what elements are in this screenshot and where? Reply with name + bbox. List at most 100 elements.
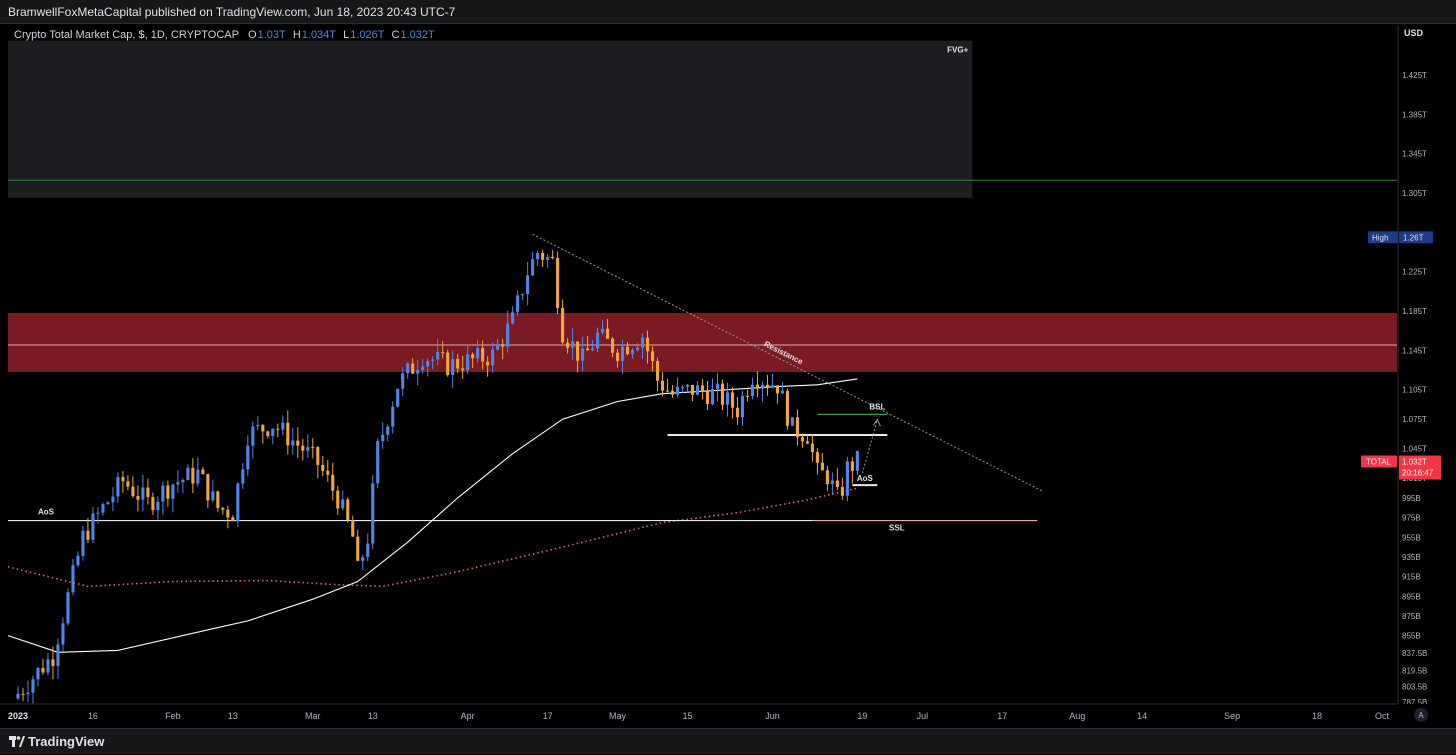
candle-body-2023-02-20 <box>266 431 270 436</box>
chart-area[interactable]: FVG+ AoS SSL BSL AoS Resistance USD 1.425T 1.… <box>0 25 1456 728</box>
candle-body-2023-04-30 <box>611 338 615 353</box>
level-label-bsl-2: BSL <box>869 402 885 411</box>
candle-body-2023-01-23 <box>126 481 130 487</box>
candle-body-2023-06-15 <box>840 486 844 496</box>
level-label-aos-3: AoS <box>857 474 874 483</box>
candle-body-2023-04-28 <box>601 328 605 333</box>
candle-body-2023-04-24 <box>581 348 585 361</box>
candle-body-2023-05-04 <box>631 349 635 355</box>
candle-body-2023-05-15 <box>685 384 690 387</box>
candle-body-2023-04-26 <box>591 348 595 351</box>
candle-body-2023-06-14 <box>835 480 839 487</box>
candle-body-2023-04-22 <box>571 341 575 348</box>
candle-body-2023-01-11 <box>66 592 70 624</box>
projection-arrow-head <box>872 418 881 427</box>
high-value: 1.034T <box>301 29 337 41</box>
time-tick-2023-07-01: Jul <box>917 711 929 721</box>
candle-body-2023-02-26 <box>296 440 300 446</box>
candle-body-2023-01-30 <box>161 485 165 502</box>
time-tick-2023-08-01: Aug <box>1069 711 1085 721</box>
candle-body-2023-01-09 <box>56 644 60 666</box>
low-label: L <box>343 29 350 41</box>
fvg-box <box>8 40 973 198</box>
candle-body-2023-04-23 <box>576 341 580 361</box>
candle-body-2023-02-07 <box>201 469 205 475</box>
last-price-bg <box>1399 455 1441 480</box>
candle-body-2023-03-17 <box>391 406 395 427</box>
candle-body-2023-01-01 <box>16 693 20 699</box>
candle-body-2023-06-05 <box>790 417 794 426</box>
price-tick-955B: 955B <box>1402 533 1421 542</box>
last-price-symbol-bg <box>1361 455 1397 468</box>
time-tick-2023-05-01: May <box>609 711 627 721</box>
candle-body-2023-04-04 <box>481 348 485 362</box>
time-tick-2023-07-17: 17 <box>997 711 1007 721</box>
candle-body-2023-02-11 <box>221 507 225 510</box>
time-tick-2023-09-01: Sep <box>1224 711 1240 721</box>
candle-body-2023-01-31 <box>166 485 170 499</box>
candle-body-2023-03-16 <box>386 426 390 435</box>
time-tick-2023-01-01: 2023 <box>8 711 28 721</box>
candle-body-2023-03-24 <box>426 360 430 367</box>
price-tick-1.045T: 1.045T <box>1402 445 1427 454</box>
candle-body-2023-03-26 <box>436 352 440 360</box>
candle-body-2023-02-14 <box>236 483 240 522</box>
symbol-title: Crypto Total Market Cap, $, 1D, CRYPTOCA… <box>14 29 239 41</box>
time-tick-2023-02-13: 13 <box>228 711 238 721</box>
candle-body-2023-03-03 <box>321 464 325 471</box>
candle-body-2023-03-05 <box>331 474 335 491</box>
auto-scale-button[interactable] <box>1414 708 1428 722</box>
candle-body-2023-01-13 <box>76 555 80 566</box>
publication-header: BramwellFoxMetaCapital published on Trad… <box>0 0 1456 24</box>
candle-body-2023-05-17 <box>695 385 700 395</box>
candle-body-2023-01-15 <box>86 530 90 540</box>
candle-body-2023-05-28 <box>750 384 755 397</box>
time-tick-2023-01-16: 16 <box>88 711 98 721</box>
candle-body-2023-01-22 <box>121 477 125 482</box>
price-tick-895B: 895B <box>1402 592 1421 601</box>
candle-body-2023-04-20 <box>561 308 565 343</box>
price-tick-1.225T: 1.225T <box>1402 268 1427 277</box>
price-tick-1.075T: 1.075T <box>1402 415 1427 424</box>
candle-body-2023-05-19 <box>705 391 710 405</box>
candle-body-2023-01-18 <box>101 504 105 513</box>
candle-body-2023-05-03 <box>626 346 630 355</box>
candle-body-2023-01-03 <box>26 692 30 695</box>
price-axis-bg <box>1398 25 1456 728</box>
candle-body-2023-04-18 <box>551 256 555 259</box>
candle-body-2023-03-29 <box>451 358 455 375</box>
tradingview-brand: TradingView <box>28 734 105 749</box>
high-label: H <box>292 29 301 41</box>
candle-body-2023-05-16 <box>690 384 695 395</box>
candle-body-2023-05-25 <box>735 407 740 418</box>
close-value: 1.032T <box>400 29 435 41</box>
time-tick-2023-10-01: Oct <box>1375 711 1390 721</box>
candle-body-2023-03-19 <box>401 373 405 389</box>
ma-fast-line <box>7 378 858 653</box>
price-tick-995B: 995B <box>1402 494 1421 503</box>
candle-body-2023-04-11 <box>516 295 520 313</box>
candle-body-2023-03-25 <box>431 359 435 361</box>
high-tag-label: High <box>1372 233 1388 242</box>
candle-body-2023-06-07 <box>800 437 804 442</box>
supply-zone-1 <box>8 313 1397 345</box>
candle-body-2023-02-25 <box>291 440 295 446</box>
time-tick-2023-06-01: Jun <box>765 711 780 721</box>
candle-body-2023-06-18 <box>855 450 859 471</box>
candle-body-2023-05-10 <box>660 380 665 391</box>
candle-body-2023-04-08 <box>501 344 505 347</box>
candle-body-2023-05-29 <box>755 384 760 389</box>
time-tick-2023-09-18: 18 <box>1312 711 1322 721</box>
candle-body-2023-05-18 <box>700 385 705 392</box>
candle-body-2023-03-04 <box>326 470 330 475</box>
price-tick-837.5B: 837.5B <box>1402 649 1427 658</box>
price-tick-915B: 915B <box>1402 573 1421 582</box>
candle-body-2023-02-13 <box>231 517 235 522</box>
price-tick-787.5B: 787.5B <box>1402 698 1427 707</box>
candle-body-2023-01-20 <box>111 496 115 503</box>
candle-body-2023-02-04 <box>186 467 190 480</box>
candle-body-2023-01-16 <box>91 513 95 540</box>
time-tick-2023-06-19: 19 <box>857 711 867 721</box>
time-tick-2023-08-14: 14 <box>1137 711 1147 721</box>
